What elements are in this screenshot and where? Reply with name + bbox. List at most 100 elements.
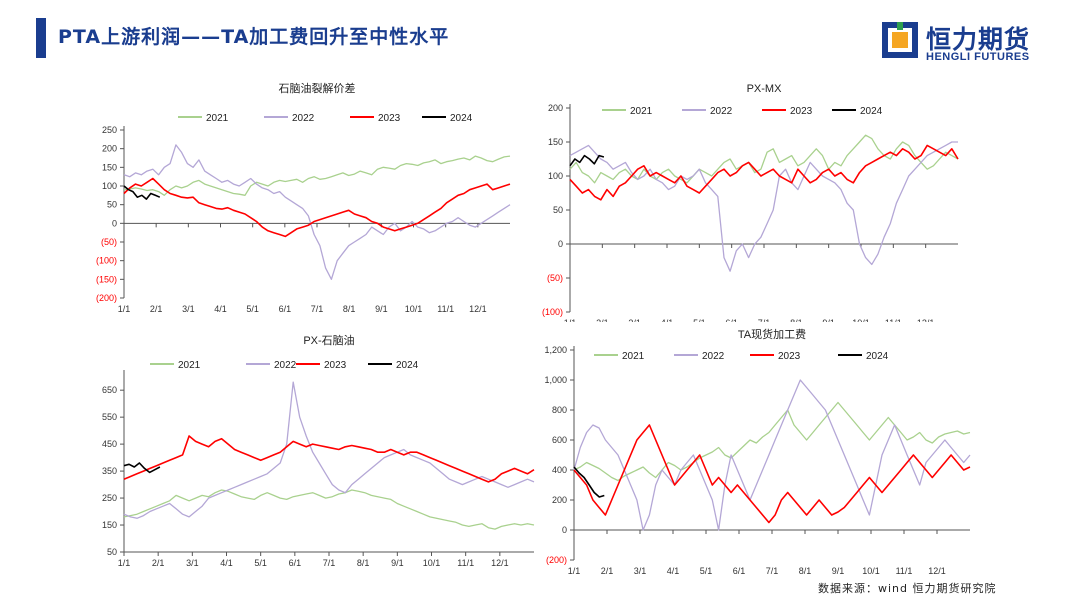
y-tick-label: 50 (107, 547, 117, 557)
y-tick-label: (100) (96, 256, 117, 266)
title-accent-bar (36, 18, 46, 58)
legend-label-2023: 2023 (778, 351, 801, 362)
x-tick-label: 12/1 (491, 558, 509, 568)
y-tick-label: 200 (548, 103, 563, 113)
x-tick-label: 6/1 (725, 318, 738, 322)
x-tick-label: 4/1 (214, 304, 227, 314)
y-tick-label: 800 (552, 405, 567, 415)
x-tick-label: 8/1 (790, 318, 803, 322)
x-tick-label: 6/1 (733, 566, 746, 576)
x-tick-label: 3/1 (186, 558, 199, 568)
x-tick-label: 10/1 (852, 318, 870, 322)
x-tick-label: 12/1 (917, 318, 935, 322)
y-tick-label: 200 (102, 144, 117, 154)
chart-title: 石脑油裂解价差 (279, 81, 356, 95)
x-tick-label: 9/1 (375, 304, 388, 314)
y-tick-label: 550 (102, 412, 117, 422)
chart-px-naphtha: PX-石脑油 2021 2022 2023 2024 50 150 250 350 450 550 6… (102, 333, 535, 568)
x-tick-label: 8/1 (357, 558, 370, 568)
y-tick-label: 1,000 (544, 375, 567, 385)
x-tick-label: 9/1 (391, 558, 404, 568)
y-tick-label: 0 (558, 239, 563, 249)
chart-px-mx: PX-MX 2021 2022 2023 2024 200 150 100 50 0 (50) (10… (542, 83, 959, 322)
legend-label-2022: 2022 (702, 351, 725, 362)
x-tick-label: 2/1 (596, 318, 609, 322)
series-line-2023 (123, 435, 535, 483)
legend-label-2021: 2021 (178, 360, 201, 371)
series-line-2022 (123, 144, 511, 280)
y-tick-label: (150) (96, 274, 117, 284)
x-tick-label: 1/1 (564, 318, 577, 322)
logo-mark-icon (882, 22, 918, 58)
x-tick-label: 7/1 (766, 566, 779, 576)
legend-label-2023: 2023 (378, 113, 401, 124)
legend-label-2024: 2024 (450, 113, 473, 124)
company-logo: 恒力期货 HENGLI FUTURES (882, 18, 1062, 66)
x-tick-label: 6/1 (289, 558, 302, 568)
y-tick-label: 650 (102, 385, 117, 395)
logo-chinese-text: 恒力期货 (926, 25, 1031, 54)
series-line-2021 (123, 155, 511, 196)
x-tick-label: 1/1 (118, 558, 131, 568)
y-tick-label: 100 (548, 171, 563, 181)
chart-title: TA现货加工费 (738, 328, 806, 341)
x-tick-label: 7/1 (758, 318, 771, 322)
legend-label-2024: 2024 (866, 351, 889, 362)
x-tick-label: 5/1 (693, 318, 706, 322)
chart-title: PX-MX (747, 83, 783, 95)
legend-label-2021: 2021 (206, 113, 229, 124)
x-tick-label: 5/1 (700, 566, 713, 576)
y-tick-label: 0 (112, 218, 117, 228)
y-tick-label: 50 (553, 205, 563, 215)
x-tick-label: 12/1 (928, 566, 946, 576)
y-tick-label: 250 (102, 125, 117, 135)
series-line-2021 (123, 489, 535, 530)
y-tick-label: 200 (552, 495, 567, 505)
x-tick-label: 8/1 (343, 304, 356, 314)
logo-english-text: HENGLI FUTURES (926, 51, 1030, 63)
chart-ta-processing-fee: TA现货加工费 2021 2022 2023 2024 1,200 1,000 800 600 4… (544, 328, 971, 576)
legend-label-2021: 2021 (622, 351, 645, 362)
x-tick-label: 2/1 (601, 566, 614, 576)
y-tick-label: 600 (552, 435, 567, 445)
legend-label-2022: 2022 (292, 113, 315, 124)
y-tick-label: 150 (102, 520, 117, 530)
x-tick-label: 3/1 (628, 318, 641, 322)
series-line-2022 (573, 379, 971, 531)
x-tick-label: 5/1 (254, 558, 267, 568)
x-tick-label: 1/1 (568, 566, 581, 576)
y-tick-label: 100 (102, 181, 117, 191)
series-line-2024 (573, 466, 605, 498)
x-tick-label: 1/1 (118, 304, 131, 314)
legend-label-2023: 2023 (790, 106, 813, 117)
series-line-2024 (123, 185, 161, 200)
y-tick-label: 400 (552, 465, 567, 475)
y-tick-label: 450 (102, 439, 117, 449)
series-line-2022 (569, 141, 958, 272)
x-tick-label: 11/1 (885, 318, 902, 322)
y-tick-label: 1,200 (544, 345, 567, 355)
series-line-2024 (123, 462, 161, 474)
y-tick-label: 150 (548, 137, 563, 147)
x-tick-label: 7/1 (311, 304, 324, 314)
x-tick-label: 4/1 (667, 566, 680, 576)
series-line-2023 (123, 177, 511, 238)
x-tick-label: 6/1 (279, 304, 292, 314)
legend-label-2024: 2024 (860, 106, 883, 117)
chart-naphtha-crack-spread: 石脑油裂解价差 2021 2022 2023 2024 250 200 150 100 50 0 (5… (96, 81, 511, 314)
x-tick-label: 9/1 (832, 566, 845, 576)
legend-label-2023: 2023 (324, 360, 347, 371)
y-tick-label: 50 (107, 200, 117, 210)
y-tick-label: (50) (547, 273, 563, 283)
x-tick-label: 4/1 (661, 318, 674, 322)
series-line-2021 (569, 134, 959, 184)
y-tick-label: 350 (102, 466, 117, 476)
y-tick-label: (200) (546, 555, 567, 565)
x-tick-label: 2/1 (150, 304, 163, 314)
data-source: 数据来源：wind 恒力期货研究院 (818, 582, 997, 595)
x-tick-label: 11/1 (896, 566, 913, 576)
x-tick-label: 11/1 (437, 304, 454, 314)
x-tick-label: 3/1 (634, 566, 647, 576)
legend-label-2024: 2024 (396, 360, 419, 371)
x-tick-label: 4/1 (220, 558, 233, 568)
